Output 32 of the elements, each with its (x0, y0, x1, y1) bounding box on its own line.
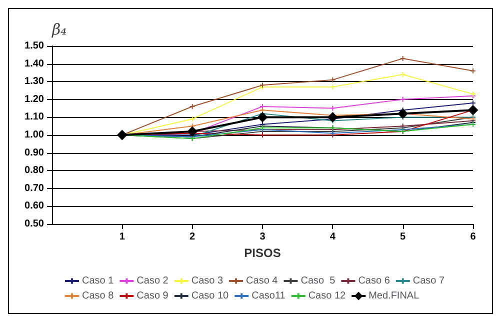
legend-label: Caso 6 (358, 276, 390, 286)
y-tick-label: 0.70 (24, 182, 44, 194)
y-tick-label: 1.10 (24, 112, 44, 123)
x-axis-title: PISOS (244, 246, 281, 260)
legend-label: Caso 2 (136, 276, 169, 286)
legend-label: Caso 5 (300, 276, 336, 286)
y-axis-title: β₄ (51, 20, 67, 38)
legend-label: Caso 9 (136, 290, 169, 302)
x-tick-label: 4 (330, 232, 336, 242)
legend-label: Caso 3 (191, 276, 224, 286)
y-tick-label: 0.60 (24, 200, 44, 212)
x-tick-label: 1 (119, 232, 126, 242)
y-tick-label: 1.20 (24, 94, 44, 105)
legend-label: Caso 8 (82, 290, 114, 302)
y-tick-label: 1.00 (24, 130, 44, 140)
y-tick-label: 1.50 (24, 40, 44, 52)
legend-label: Med.FINAL (368, 290, 420, 302)
x-tick-label: 6 (470, 232, 476, 242)
x-tick-label: 3 (260, 232, 266, 242)
legend-label: Caso 7 (412, 276, 446, 286)
x-tick-label: 5 (400, 232, 406, 242)
y-tick-label: 0.50 (24, 218, 44, 230)
y-tick-label: 0.90 (24, 147, 44, 158)
y-tick-label: 1.30 (24, 76, 44, 88)
legend-label: Caso 4 (246, 276, 278, 286)
x-tick-label: 2 (190, 232, 196, 242)
legend-label: Caso 10 (191, 290, 230, 302)
y-tick-label: 0.80 (24, 165, 44, 176)
legend-label: Caso 12 (308, 290, 346, 302)
y-tick-label: 1.40 (24, 58, 44, 70)
legend-label: Caso 1 (82, 276, 114, 286)
legend-label: Caso11 (252, 290, 286, 302)
